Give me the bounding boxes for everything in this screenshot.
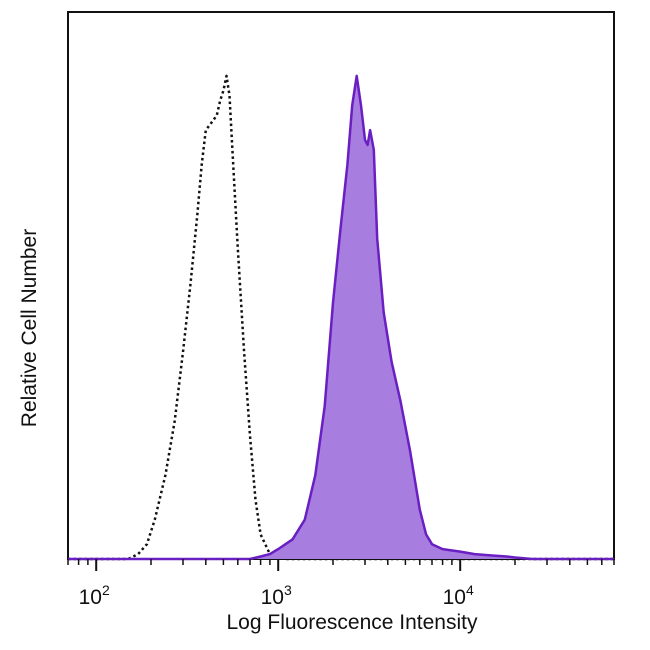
x-tick-label: 102	[79, 582, 110, 609]
x-tick-label: 103	[261, 582, 292, 609]
series-area-stained	[68, 75, 614, 560]
series-layer	[68, 74, 614, 561]
x-axis-label: Log Fluorescence Intensity	[227, 611, 478, 634]
series-line-stained	[68, 74, 614, 561]
y-axis-label: Relative Cell Number	[18, 229, 41, 427]
x-tick-label: 104	[443, 582, 474, 609]
x-axis: 102 103 104	[67, 559, 615, 609]
